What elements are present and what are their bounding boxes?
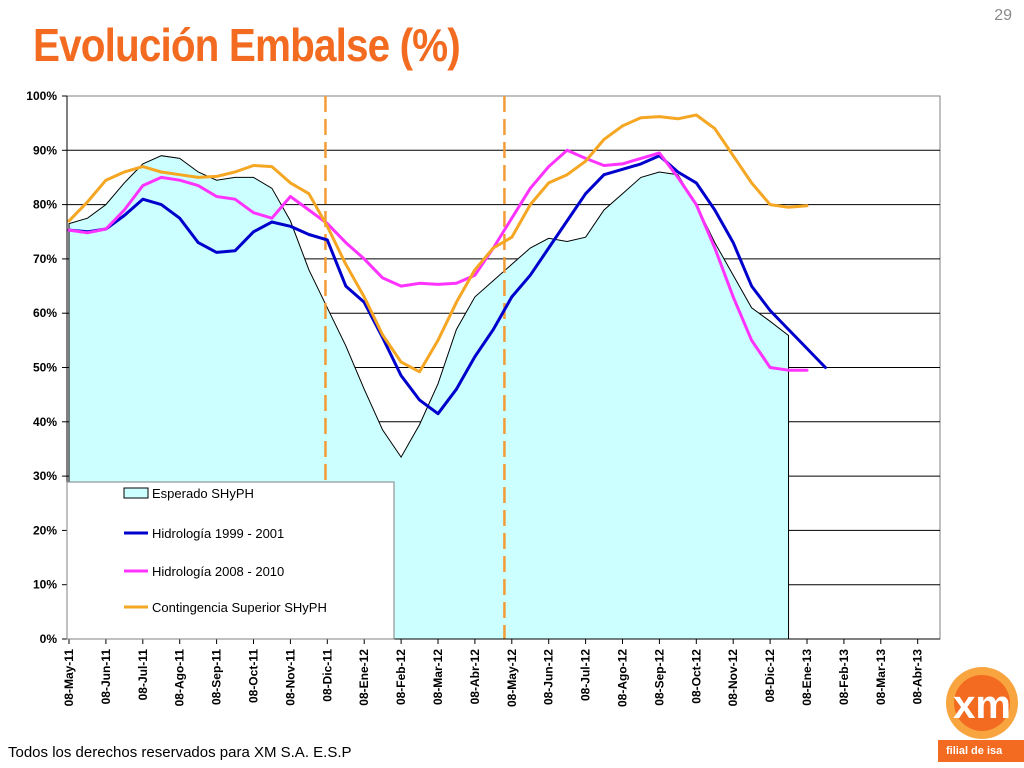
xm-logo: xm — [946, 667, 1018, 739]
x-tick-label: 08-Abr-13 — [911, 649, 925, 705]
x-tick-label: 08-Feb-13 — [837, 649, 851, 705]
x-tick-label: 08-Dic-11 — [320, 649, 334, 702]
y-tick-label: 70% — [33, 252, 57, 266]
legend-label-contingencia: Contingencia Superior SHyPH — [152, 600, 327, 615]
x-tick-label: 08-Ago-12 — [616, 649, 630, 707]
x-tick-label: 08-Sep-11 — [210, 649, 224, 705]
x-tick-label: 08-May-11 — [62, 649, 76, 707]
x-tick-label: 08-Dic-12 — [763, 649, 777, 703]
x-tick-label: 08-Jul-12 — [579, 649, 593, 701]
legend-label-esperado: Esperado SHyPH — [152, 486, 254, 501]
y-tick-label: 10% — [33, 578, 57, 592]
x-tick-label: 08-Oct-12 — [689, 649, 703, 704]
series-contingencia — [67, 113, 809, 374]
x-tick-label: 08-Ene-13 — [800, 649, 814, 706]
brand-tagline: filial de isa — [946, 745, 1003, 757]
y-tick-label: 60% — [33, 306, 57, 320]
x-tick-label: 08-May-12 — [505, 649, 519, 707]
y-tick-label: 90% — [33, 143, 57, 157]
xm-logo-inner — [954, 675, 1010, 731]
legend-swatch-esperado — [123, 487, 149, 499]
legend: Esperado SHyPH Hidrología 1999 - 2001 Hi… — [66, 481, 395, 640]
x-tick-label: 08-Jun-12 — [542, 649, 556, 705]
y-tick-label: 20% — [33, 523, 57, 537]
series-hidro-1999 — [67, 154, 827, 416]
x-tick-label: 08-Sep-12 — [652, 649, 666, 706]
y-tick-label: 50% — [33, 361, 57, 375]
legend-box — [66, 481, 395, 640]
x-tick-label: 08-Nov-12 — [726, 649, 740, 707]
legend-label-hidro-1999: Hidrología 1999 - 2001 — [152, 526, 284, 541]
x-tick-label: 08-Jun-11 — [99, 649, 113, 705]
slide-title: Evolución Embalse (%) — [33, 19, 461, 71]
xm-logo-text: xm — [953, 683, 1011, 727]
tagline-bar — [938, 740, 1024, 762]
x-tick-label: 08-Mar-13 — [874, 649, 888, 705]
y-tick-label: 80% — [33, 198, 57, 212]
y-tick-label: 30% — [33, 469, 57, 483]
footer-copyright: Todos los derechos reservados para XM S.… — [8, 744, 352, 761]
x-tick-label: 08-Ene-12 — [357, 649, 371, 706]
x-tick-label: 08-Ago-11 — [173, 649, 187, 707]
page-number: 29 — [994, 7, 1012, 24]
x-tick-label: 08-Oct-11 — [247, 649, 261, 703]
x-tick-label: 08-Nov-11 — [283, 649, 297, 706]
legend-label-hidro-2008: Hidrología 2008 - 2010 — [152, 564, 284, 579]
x-tick-label: 08-Abr-12 — [468, 649, 482, 705]
y-tick-label: 0% — [40, 632, 58, 646]
y-tick-label: 40% — [33, 415, 57, 429]
series-hidro-2008 — [67, 148, 809, 372]
x-tick-label: 08-Mar-12 — [431, 649, 445, 705]
x-tick-label: 08-Feb-12 — [394, 649, 408, 705]
y-tick-label: 100% — [26, 89, 57, 103]
x-tick-label: 08-Jul-11 — [136, 649, 150, 701]
